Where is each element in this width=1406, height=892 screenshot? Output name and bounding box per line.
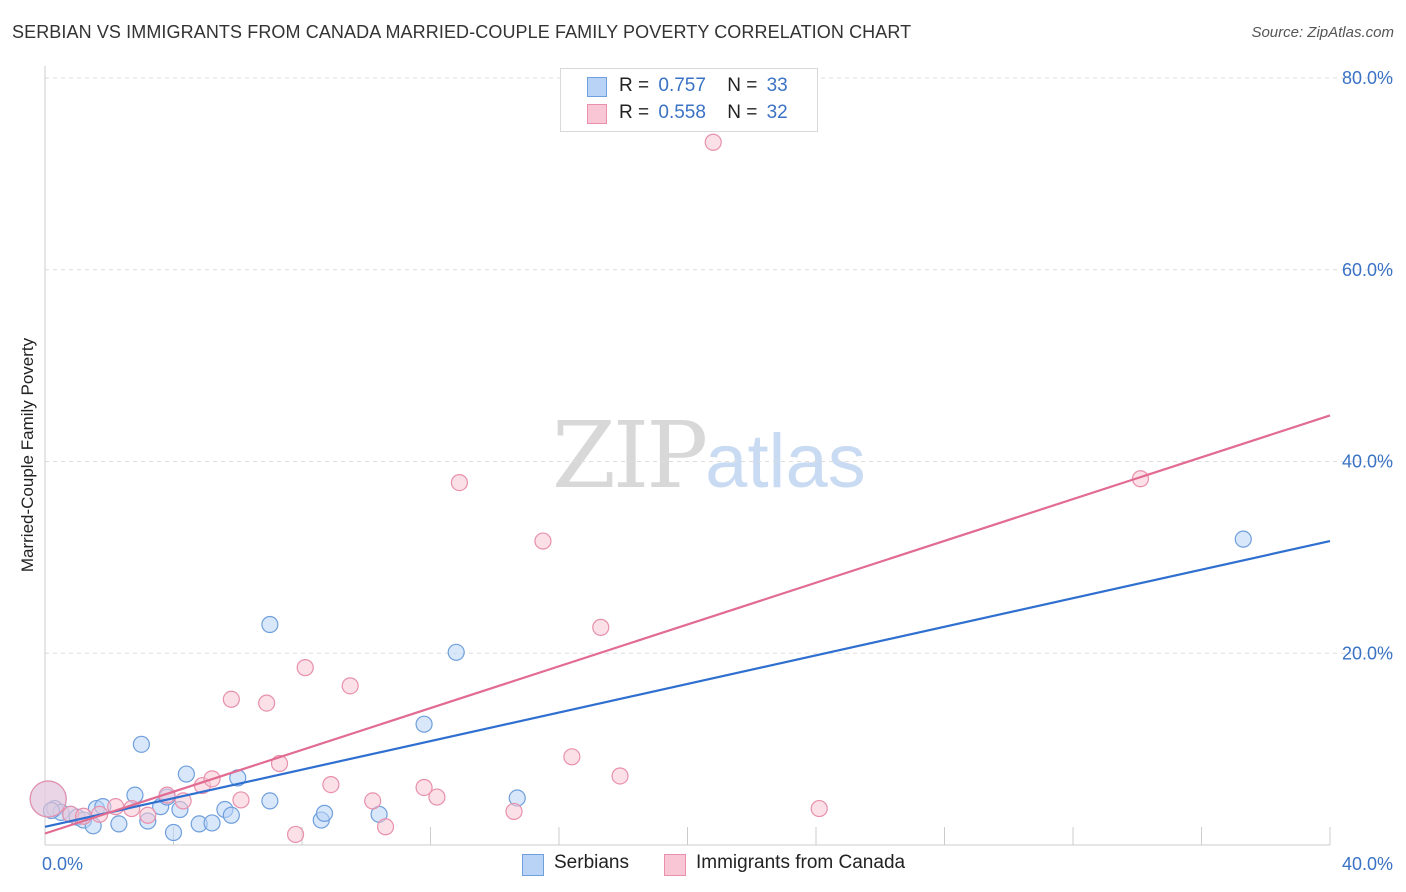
x-tick-label: 40.0%: [1342, 854, 1393, 874]
immigrants-point: [611, 767, 629, 785]
legend-row-serbians: R = 0.757 N = 33: [587, 75, 788, 97]
legend-item-serbians[interactable]: Serbians: [522, 852, 629, 876]
serbians-point: [261, 792, 279, 810]
immigrants-point: [258, 694, 276, 712]
serbians-point: [203, 814, 221, 832]
correlation-legend: R = 0.757 N = 33 R = 0.558 N = 32: [560, 68, 818, 132]
legend-r-value: 0.558: [658, 102, 706, 123]
series-legend: Serbians Immigrants from Canada: [0, 852, 1406, 878]
serbians-point: [1234, 530, 1252, 548]
serbians-point: [222, 806, 240, 824]
immigrants-point: [341, 677, 359, 695]
immigrants-point: [563, 748, 581, 766]
legend-label-immigrants: Immigrants from Canada: [696, 852, 906, 873]
legend-label-serbians: Serbians: [554, 852, 629, 873]
chart-title: SERBIAN VS IMMIGRANTS FROM CANADA MARRIE…: [12, 22, 912, 42]
y-tick-label: 20.0%: [1342, 643, 1393, 663]
serbians-trend-line: [44, 540, 1331, 828]
immigrants-point: [364, 792, 382, 810]
serbians-point: [177, 765, 195, 783]
immigrants-point: [810, 799, 828, 818]
serbians-point: [132, 735, 150, 753]
source-credit: Source: ZipAtlas.com: [1251, 24, 1394, 41]
y-tick-label: 40.0%: [1342, 452, 1393, 472]
x-tick-label: 0.0%: [42, 854, 83, 874]
immigrants-point: [704, 133, 722, 151]
immigrants-point: [29, 780, 67, 818]
immigrants-point: [450, 473, 469, 492]
legend-n-value: 33: [766, 75, 788, 96]
legend-n-label: N =: [727, 102, 758, 123]
y-tick-label: 80.0%: [1342, 68, 1393, 88]
immigrants-point: [376, 818, 395, 836]
immigrants-point: [139, 806, 157, 824]
serbians-point: [164, 823, 183, 842]
legend-swatch-blue: [587, 77, 607, 97]
immigrants-point: [505, 802, 523, 821]
immigrants-trend-line: [44, 414, 1331, 835]
immigrants-point: [322, 775, 340, 794]
serbians-point: [110, 815, 128, 833]
y-tick-label: 60.0%: [1342, 260, 1393, 280]
immigrants-point: [534, 532, 552, 550]
immigrants-point: [296, 659, 314, 677]
legend-r-label: R =: [619, 102, 650, 123]
legend-r-label: R =: [619, 75, 650, 96]
immigrants-point: [232, 791, 250, 809]
legend-swatch-blue: [522, 854, 544, 876]
legend-n-value: 32: [766, 102, 788, 123]
immigrants-point: [286, 825, 305, 844]
immigrants-point: [592, 618, 610, 636]
immigrants-point: [415, 778, 433, 797]
legend-swatch-pink: [587, 104, 607, 124]
legend-n-label: N =: [727, 75, 758, 96]
legend-r-value: 0.757: [658, 75, 706, 96]
legend-swatch-pink: [664, 854, 686, 876]
serbians-point: [315, 804, 334, 822]
serbians-point: [447, 643, 465, 661]
serbians-point: [261, 615, 279, 634]
immigrants-point: [428, 788, 446, 806]
legend-row-immigrants: R = 0.558 N = 32: [587, 102, 788, 124]
immigrants-point: [222, 690, 240, 708]
legend-item-immigrants[interactable]: Immigrants from Canada: [664, 852, 906, 876]
serbians-point: [415, 715, 433, 733]
watermark-zip: ZIP: [552, 402, 708, 509]
